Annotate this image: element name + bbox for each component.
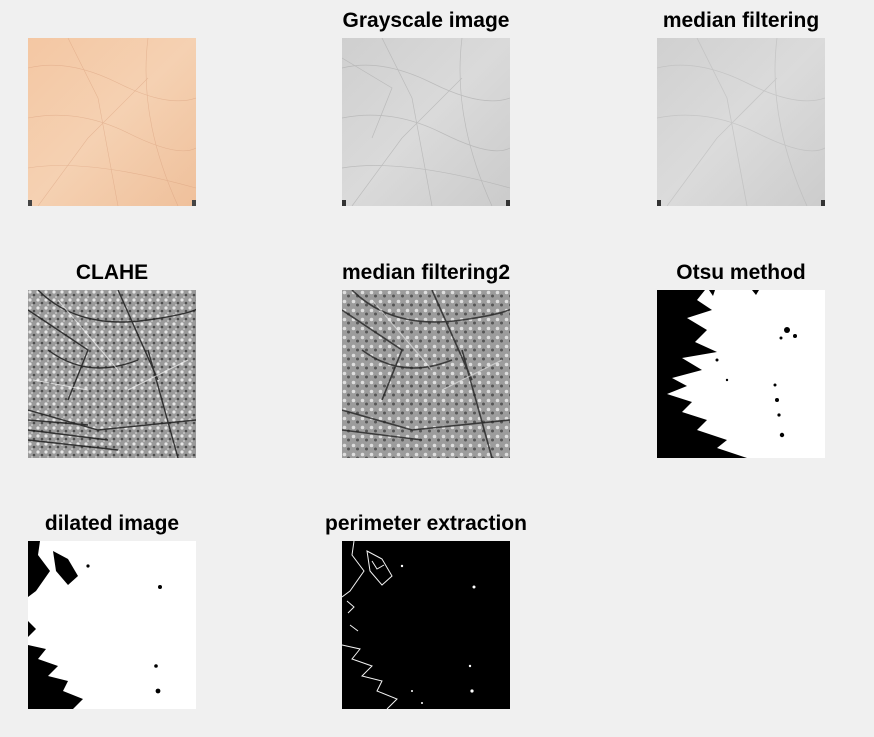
median-filtered-image [657, 38, 825, 206]
perimeter-edge-image [342, 541, 510, 709]
original-skin-image [28, 38, 196, 206]
dilated-binary-image [28, 541, 196, 709]
subplot-title [0, 9, 256, 33]
subplot-title: median filtering2 [341, 261, 511, 284]
subplot-title: median filtering [662, 9, 820, 32]
median-filtered2-image [342, 290, 510, 458]
otsu-binary-image [657, 290, 825, 458]
subplot-title: perimeter extraction [325, 512, 527, 535]
subplot-title: CLAHE [75, 261, 149, 284]
clahe-image [28, 290, 196, 458]
subplot-title: Grayscale image [342, 9, 510, 32]
subplot-title: Otsu method [676, 261, 806, 284]
subplot-title: dilated image [44, 512, 180, 535]
grayscale-skin-image [342, 38, 510, 206]
